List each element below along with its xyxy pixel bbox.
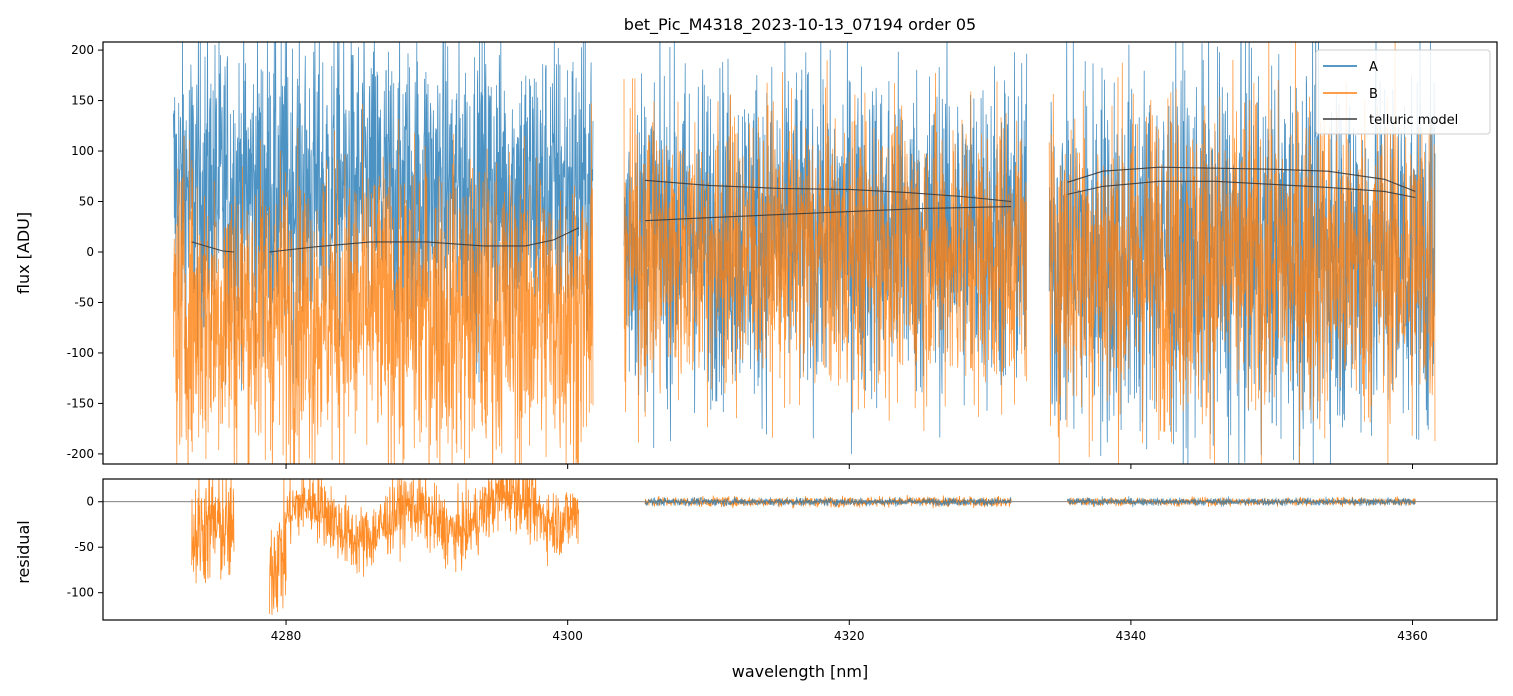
telluric-model-curve-5 [1067, 180, 1416, 199]
top-ytick-label: -150 [67, 396, 94, 410]
chart-title: bet_Pic_M4318_2023-10-13_07194 order 05 [624, 15, 976, 35]
bottom-panel: 0 -50 -100 4280 4300 4320 4340 4360 residual w… [14, 478, 1498, 681]
legend: A B telluric model [1315, 49, 1491, 135]
top-axes-frame [102, 41, 1498, 465]
residual-b-segment-2 [285, 479, 580, 577]
top-panel: 200 150 100 50 0 -50 -100 -150 -200 flux [ADU] A… [14, 41, 1498, 469]
bottom-ytick-label: -100 [67, 586, 94, 600]
top-y-axis-label: flux [ADU] [14, 212, 33, 294]
bottom-y-axis-label: residual [14, 520, 33, 583]
residual-a-segment-0 [644, 496, 1012, 508]
bottom-xtick-label: 4300 [552, 629, 583, 643]
top-y-axis: 200 150 100 50 0 -50 -100 -150 -200 [67, 43, 103, 461]
legend-b-label: B [1369, 87, 1378, 102]
bottom-plot-area [103, 479, 1497, 616]
telluric-model-curve-2 [645, 179, 1012, 203]
top-ytick-label: -50 [74, 295, 94, 309]
top-ytick-label: 50 [79, 195, 94, 209]
residual-b-segment-0 [191, 479, 235, 584]
legend-telluric-label: telluric model [1369, 113, 1458, 128]
top-ytick-label: 100 [71, 144, 94, 158]
series-b-segment-0 [172, 103, 594, 464]
x-axis-label: wavelength [nm] [732, 662, 869, 681]
residual-b-segment-1 [268, 479, 287, 616]
bottom-ytick-label: 0 [86, 495, 94, 509]
top-ytick-label: -200 [67, 447, 94, 461]
telluric-model-curve-0 [191, 241, 235, 253]
top-x-axis [285, 464, 1414, 469]
series-b-segment-1 [623, 60, 1028, 443]
top-ytick-label: 200 [71, 43, 94, 57]
legend-a-label: A [1369, 60, 1378, 75]
bottom-ytick-label: -50 [74, 540, 94, 554]
telluric-model-curve-4 [1067, 166, 1416, 192]
top-ytick-label: -100 [67, 346, 94, 360]
bottom-xtick-label: 4280 [271, 629, 302, 643]
series-b-segment-2 [1048, 42, 1436, 464]
bottom-x-axis: 4280 4300 4320 4340 4360 [271, 620, 1428, 643]
top-ytick-label: 0 [86, 245, 94, 259]
bottom-xtick-label: 4340 [1116, 629, 1147, 643]
bottom-xtick-label: 4360 [1397, 629, 1428, 643]
telluric-model-curve-1 [269, 227, 580, 253]
residual-a-segment-1 [1067, 496, 1416, 508]
bottom-axes-frame [102, 478, 1498, 621]
top-plot-area [172, 42, 1436, 464]
telluric-model-curve-3 [645, 206, 1012, 222]
top-ytick-label: 150 [71, 94, 94, 108]
legend-box [1315, 49, 1491, 135]
bottom-y-axis: 0 -50 -100 [67, 495, 103, 600]
bottom-xtick-label: 4320 [834, 629, 865, 643]
